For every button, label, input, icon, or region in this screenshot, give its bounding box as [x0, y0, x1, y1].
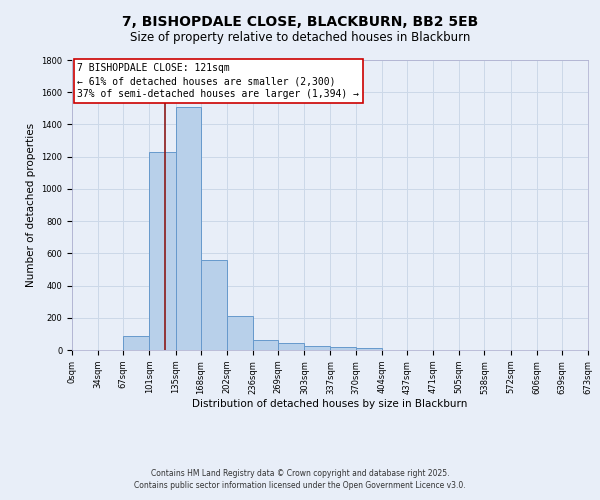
Bar — [201, 260, 227, 350]
Bar — [304, 346, 331, 350]
Text: Size of property relative to detached houses in Blackburn: Size of property relative to detached ho… — [130, 31, 470, 44]
X-axis label: Distribution of detached houses by size in Blackburn: Distribution of detached houses by size … — [193, 400, 467, 409]
Bar — [356, 348, 382, 350]
Bar — [176, 106, 201, 350]
Bar — [124, 336, 149, 350]
Bar — [278, 343, 304, 350]
Bar — [253, 340, 278, 350]
Bar — [149, 152, 176, 350]
Bar — [331, 347, 356, 350]
Text: Contains HM Land Registry data © Crown copyright and database right 2025.
Contai: Contains HM Land Registry data © Crown c… — [134, 468, 466, 489]
Text: 7 BISHOPDALE CLOSE: 121sqm
← 61% of detached houses are smaller (2,300)
37% of s: 7 BISHOPDALE CLOSE: 121sqm ← 61% of deta… — [77, 63, 359, 100]
Y-axis label: Number of detached properties: Number of detached properties — [26, 123, 35, 287]
Bar — [227, 316, 253, 350]
Text: 7, BISHOPDALE CLOSE, BLACKBURN, BB2 5EB: 7, BISHOPDALE CLOSE, BLACKBURN, BB2 5EB — [122, 16, 478, 30]
